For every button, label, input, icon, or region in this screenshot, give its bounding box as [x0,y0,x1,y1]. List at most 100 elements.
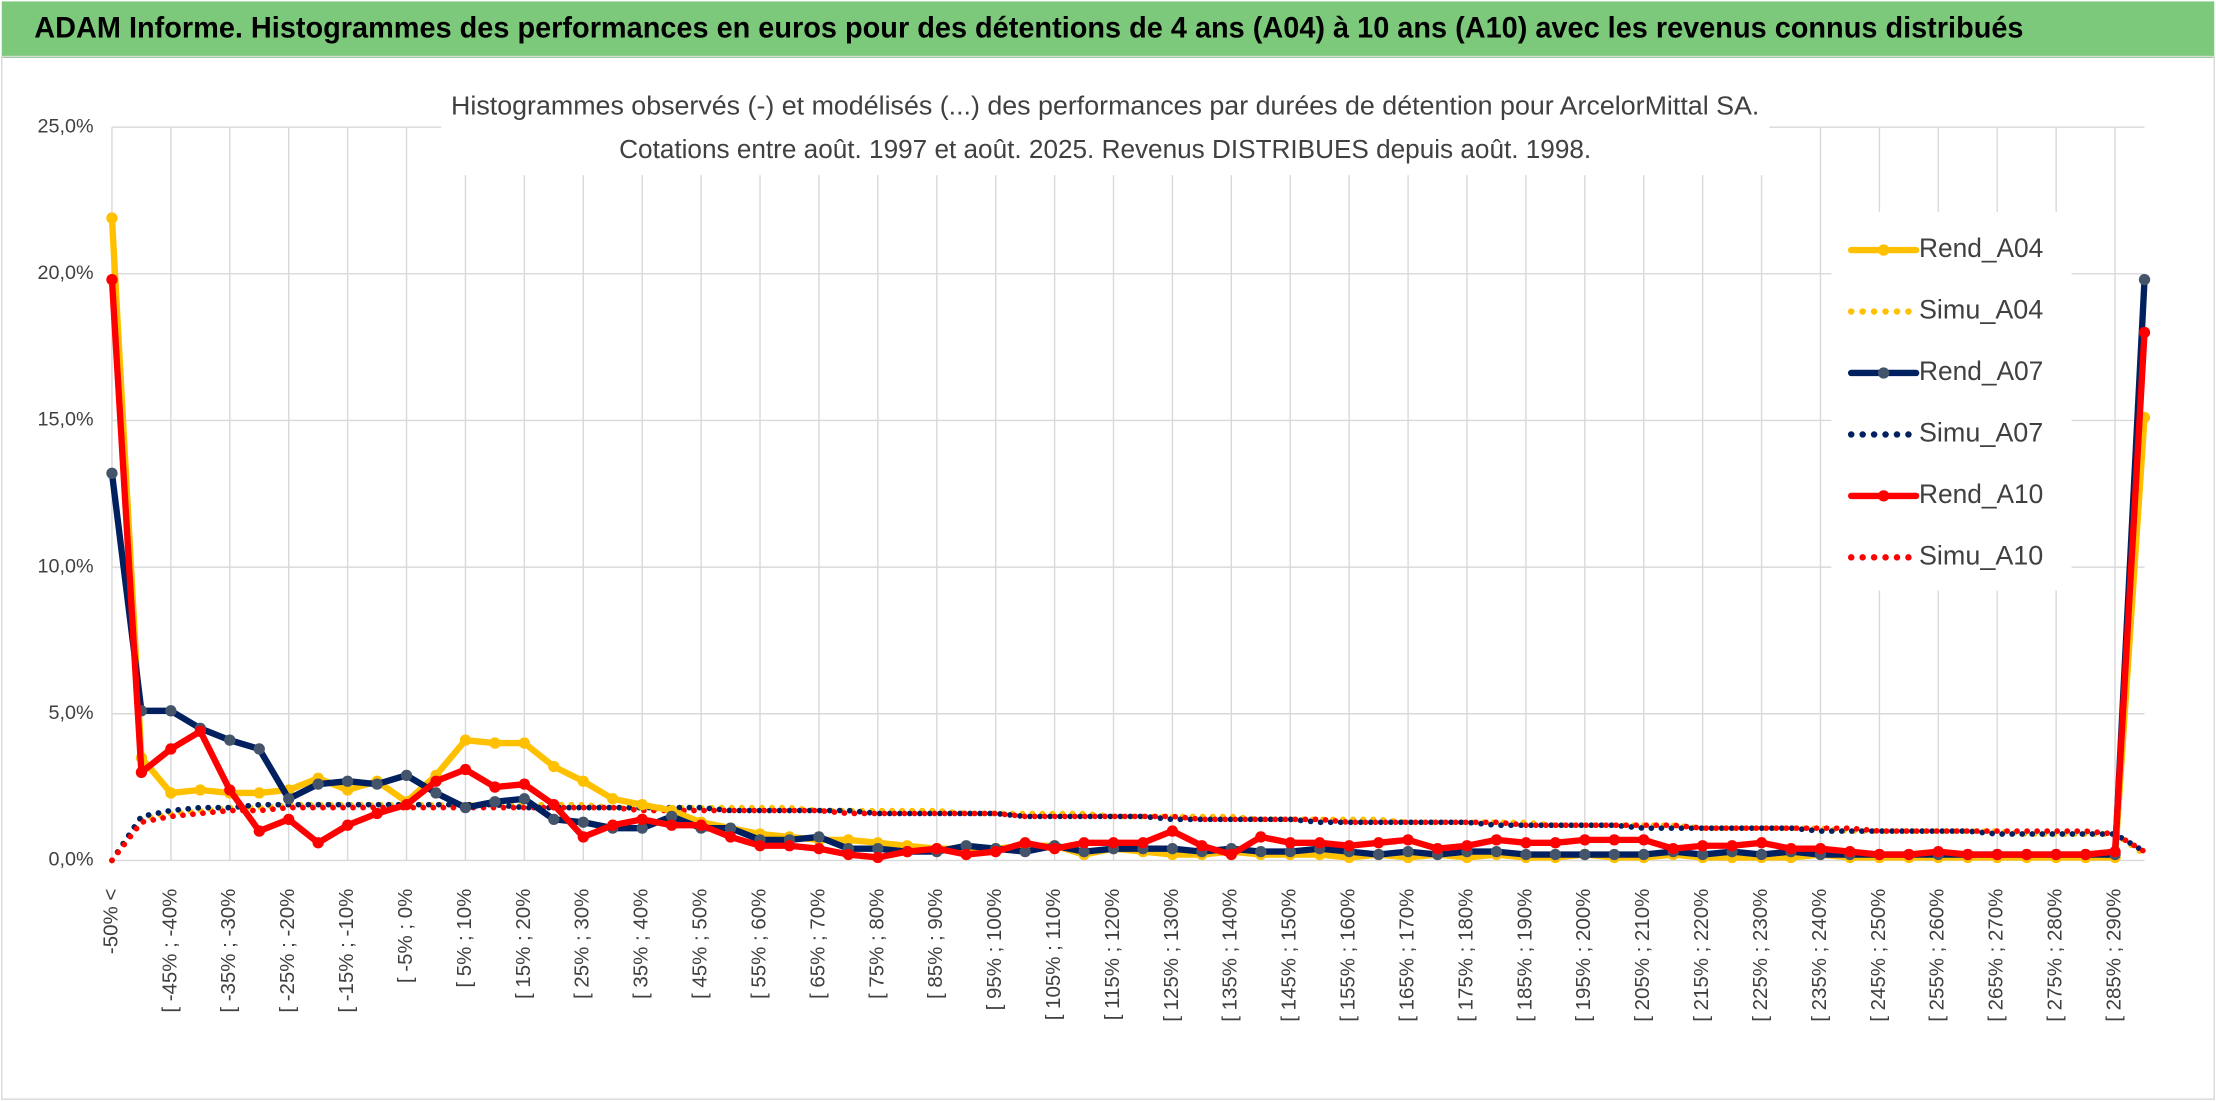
data-point [577,816,589,828]
x-tick-label: [ 265% ; 270% [1985,889,2008,1022]
data-point [901,845,913,858]
x-tick-label: [ 55% ; 60% [747,889,770,999]
x-tick-label: [ 175% ; 180% [1454,889,1477,1022]
data-point [2050,848,2062,861]
x-tick-label: [ 235% ; 240% [1808,889,1831,1022]
x-tick-label: [ 185% ; 190% [1513,889,1536,1022]
x-tick-label: [ 145% ; 150% [1278,889,1301,1022]
data-point [1697,840,1709,852]
data-point [135,766,148,779]
data-point [2079,848,2092,861]
x-tick-label: [ 135% ; 140% [1219,889,1242,1022]
legend-label: Simu_A07 [1919,418,2043,448]
legend-marker [1877,244,1890,256]
legend-label: Rend_A04 [1919,233,2043,263]
frame [1,55,2215,1100]
x-tick-label: [ 195% ; 200% [1572,889,1595,1022]
data-point [1726,840,1738,852]
x-tick-label: [ 5% ; 10% [453,889,476,988]
data-point [341,784,354,796]
data-point [1814,843,1827,855]
x-tick-label: [ 205% ; 210% [1631,889,1654,1022]
x-tick-label: [ 25% ; 30% [571,889,594,999]
y-tick-label: 25,0% [38,115,94,137]
x-tick-label: [ 105% ; 110% [1042,889,1065,1021]
x-tick-label: [ 65% ; 70% [806,889,829,999]
data-point [430,775,442,787]
data-point [665,819,678,831]
data-point [341,819,354,831]
data-point [577,775,589,787]
data-point [1490,845,1503,858]
data-point [1549,837,1562,849]
data-point [459,763,472,776]
data-point [1579,848,1591,861]
data-point [1402,845,1414,858]
data-point [842,848,855,861]
data-point [1638,834,1650,846]
x-tick-label: [ -5% ; 0% [394,889,417,983]
data-point [1490,834,1503,846]
data-point [253,743,265,755]
data-point [960,840,972,852]
x-tick-label: [ 165% ; 170% [1395,889,1418,1022]
legend-marker [1877,490,1890,502]
x-tick-label: [ 85% ; 90% [924,889,947,999]
data-point [1697,848,1709,861]
data-point [371,778,383,790]
data-point [607,819,619,831]
dotted-series-line [109,804,2148,864]
data-point [253,787,265,799]
data-point [1903,848,1915,861]
x-tick-label: [ 95% ; 100% [983,889,1006,1011]
data-point [224,734,236,746]
series-line [108,276,2148,861]
x-tick-label: [ 245% ; 250% [1867,889,1890,1022]
data-point [1991,848,2003,861]
data-point [1166,825,1179,837]
data-point [1785,843,1797,855]
data-point [459,801,472,814]
data-point [1078,837,1090,849]
x-tick-label: [ 225% ; 230% [1749,889,1772,1022]
data-point [312,837,324,849]
data-point [960,848,972,861]
data-point [1962,848,1974,861]
data-point [1314,837,1326,849]
data-point [783,840,796,852]
chart-subtitle: Cotations entre août. 1997 et août. 2025… [619,134,1591,164]
data-point [1431,843,1444,855]
header-bar [1,1,2215,58]
data-point [1461,840,1473,852]
data-point [2138,274,2151,286]
y-tick-label: 20,0% [38,262,94,284]
chart-title: Histogrammes observés (-) et modélisés (… [451,90,1759,120]
data-point [1107,837,1120,849]
y-tick-label: 5,0% [49,702,94,724]
y-tick-label: 10,0% [38,555,94,577]
data-point [1137,837,1149,849]
data-point [518,778,531,790]
data-point [1520,837,1532,849]
x-tick-label: [ 255% ; 260% [1926,889,1949,1022]
data-point [341,775,354,787]
data-point [1372,837,1385,849]
data-point [1019,845,1031,858]
data-point [430,787,442,799]
data-point [1225,848,1237,861]
data-point [1520,848,1532,861]
data-point [489,781,501,793]
data-point [1638,848,1650,861]
data-point [371,807,383,820]
data-point [518,793,531,805]
x-tick-label: [ -45% ; -40% [158,889,181,1013]
data-point [1284,845,1296,858]
data-point [106,212,118,224]
data-point [1019,837,1031,849]
data-point [489,796,501,808]
data-point [165,787,177,799]
data-point [165,743,177,755]
data-point [400,769,413,782]
data-point [1255,831,1267,843]
